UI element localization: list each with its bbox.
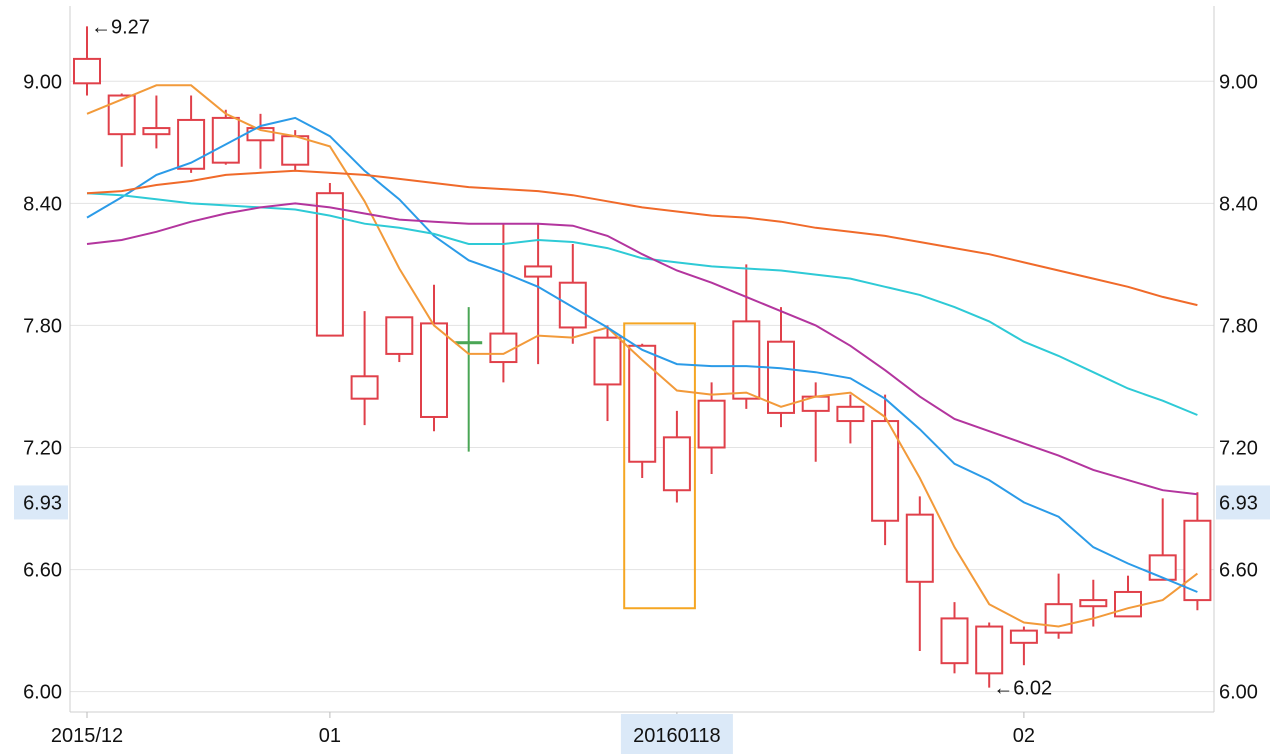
axes: 6.00 6.00 6.60 6.60 7.20 7.20 7.80 7.80 8.40 8.40…: [14, 6, 1270, 754]
last-price-badge-left: [14, 485, 68, 520]
candle-body: [142, 127, 171, 136]
candle: [558, 244, 587, 344]
candle: [107, 93, 136, 167]
candle: [385, 316, 414, 363]
candle-body: [524, 265, 553, 278]
ma-line: [86, 192, 1198, 416]
x-tick-label: 20160118: [633, 725, 721, 747]
ma-line: [86, 169, 1198, 307]
last-price-badge-right: [1216, 485, 1270, 520]
candle-body: [281, 135, 310, 166]
moving-average-lines: [86, 84, 1199, 628]
candle-body: [767, 340, 795, 414]
candle-body: [177, 118, 206, 170]
candle: [801, 382, 830, 462]
x-tick-label: 01: [319, 725, 341, 747]
candle: [73, 26, 101, 96]
x-tick-label: 2015/12: [51, 725, 123, 747]
x-highlight-badge: [620, 714, 733, 754]
candle: [1009, 626, 1038, 666]
candle-body: [940, 617, 969, 665]
candle-body: [871, 420, 900, 522]
y-tick-label-right: 6.00: [1219, 682, 1258, 704]
candle-body: [1148, 554, 1177, 581]
candle: [524, 223, 553, 365]
candle-body: [593, 336, 622, 386]
candle: [628, 343, 657, 479]
candle-body: [350, 375, 379, 400]
y-tick-label-left: 6.60: [23, 560, 62, 582]
candle-body: [1114, 590, 1142, 618]
candle: [350, 311, 379, 426]
y-tick-label-right: 7.20: [1219, 438, 1258, 460]
candle: [1183, 492, 1212, 611]
last-price-label-right: 6.93: [1219, 492, 1258, 514]
candle: [975, 622, 1004, 688]
x-tick-label: 02: [1013, 725, 1035, 747]
candle-body: [697, 399, 726, 449]
y-tick-label-left: 6.00: [23, 682, 62, 704]
candles: [73, 26, 1212, 688]
candle-body: [662, 436, 691, 492]
candle-body: [1044, 603, 1073, 634]
candle-body: [420, 322, 448, 418]
candle: [142, 95, 171, 149]
y-tick-label-left: 8.40: [23, 193, 62, 215]
chart-labels: ←9.27 ←6.02: [91, 16, 1052, 699]
candle: [871, 394, 900, 546]
last-price-label-left: 6.93: [23, 492, 62, 514]
y-tick-label-right: 8.40: [1219, 193, 1258, 215]
candle: [593, 325, 622, 422]
max-price-annotation: ←9.27: [91, 16, 150, 38]
y-tick-label-right: 7.80: [1219, 315, 1258, 337]
candle: [1114, 575, 1142, 618]
candle: [767, 307, 795, 428]
candle-body: [73, 57, 101, 85]
ma-line: [86, 202, 1198, 496]
ma-line: [86, 116, 1198, 593]
highlight-box: [623, 322, 696, 610]
candle: [697, 382, 726, 474]
y-tick-label-right: 9.00: [1219, 71, 1258, 93]
candle: [1148, 498, 1177, 581]
min-price-annotation: ←6.02: [993, 678, 1052, 700]
candle: [246, 113, 275, 169]
y-tick-label-left: 9.00: [23, 71, 62, 93]
candle: [489, 223, 518, 383]
y-tick-label-left: 7.20: [23, 438, 62, 460]
candle: [732, 264, 761, 409]
candle: [1044, 573, 1073, 639]
candle-body: [975, 625, 1004, 675]
candle: [905, 496, 934, 651]
candle-body: [1009, 629, 1038, 644]
candle-body: [489, 332, 518, 364]
y-tick-label-right: 6.60: [1219, 560, 1258, 582]
candle: [455, 307, 483, 452]
candle: [420, 284, 448, 432]
candle-body: [107, 94, 136, 136]
candle: [177, 95, 206, 173]
ma-line: [86, 84, 1199, 628]
candle-body: [905, 513, 934, 583]
candle-body: [836, 405, 865, 423]
y-tick-label-left: 7.80: [23, 315, 62, 337]
candle-body: [455, 341, 483, 345]
candle-body: [732, 320, 761, 400]
candle: [940, 602, 969, 674]
candle-body: [558, 281, 587, 329]
highlight-box-group: [623, 322, 696, 610]
candle-body: [385, 316, 414, 355]
candle-body: [1183, 519, 1212, 602]
candle: [836, 394, 865, 444]
candle-body: [1079, 599, 1108, 608]
candle: [662, 410, 691, 503]
candle-body: [628, 344, 657, 463]
